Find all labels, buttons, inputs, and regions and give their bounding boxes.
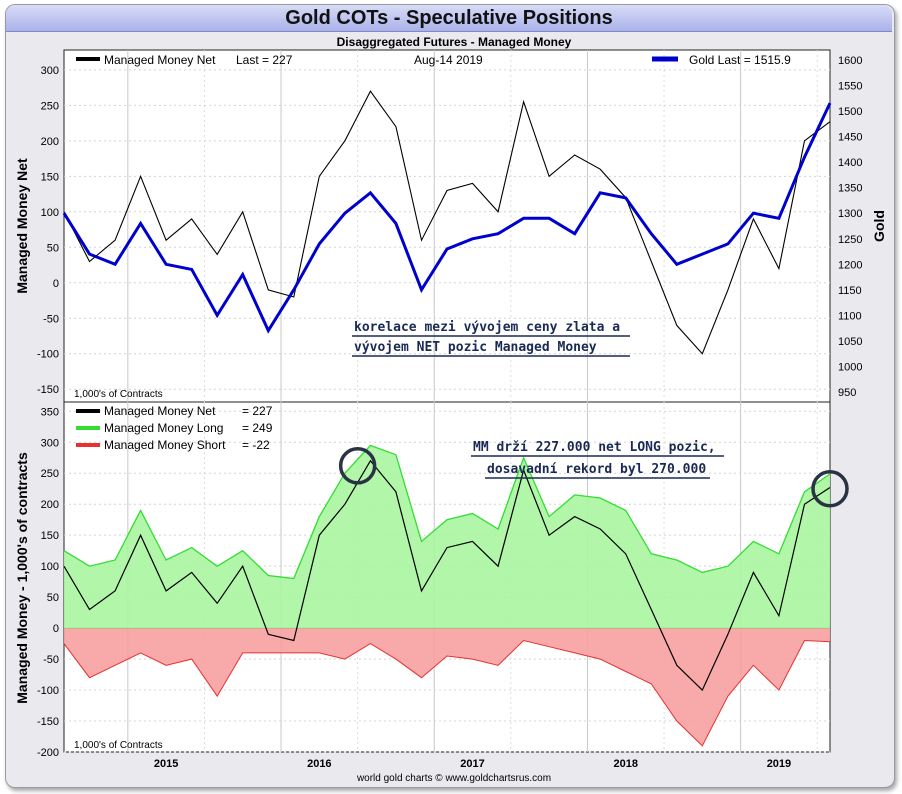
top-ytick-right: 1050 [838, 336, 862, 348]
bottom-annotation-line1: MM drží 227.000 net LONG pozic, [473, 440, 716, 455]
top-ytick-right: 1200 [838, 259, 862, 271]
top-ytick-left: -150 [37, 384, 59, 396]
top-ytick-left: 300 [41, 65, 59, 77]
x-tick-label: 2018 [613, 758, 637, 770]
top-panel [63, 49, 831, 403]
axes-labels: -150-100-5005010015020025030095010001050… [37, 55, 863, 770]
top-ytick-right: 1250 [838, 234, 862, 246]
bottom-ytick: -50 [43, 654, 59, 666]
legend-bottom-net-label: Managed Money Net [104, 404, 216, 418]
bottom-ytick: 150 [41, 530, 59, 542]
long-line [63, 444, 831, 580]
bottom-ytick: 50 [47, 592, 59, 604]
top-ytick-left: 100 [41, 207, 59, 219]
bottom-lines [63, 444, 831, 747]
chart-title: Gold COTs - Speculative Positions [285, 7, 613, 29]
top-ylabel-left: Managed Money Net [14, 158, 30, 294]
legend-short-value: = -22 [242, 438, 270, 452]
bottom-ytick: -100 [37, 685, 59, 697]
gold-line [62, 102, 832, 334]
highlight-circles [338, 447, 849, 508]
legend-net-last: Last = 227 [236, 53, 293, 67]
top-ytick-right: 1500 [838, 106, 862, 118]
top-ytick-right: 1300 [838, 208, 862, 220]
bottom-ytick: 350 [41, 406, 59, 418]
highlight-circle [338, 447, 377, 485]
top-ytick-right: 1100 [838, 310, 862, 322]
legend-long-label: Managed Money Long [104, 421, 223, 435]
bottom-ytick: 0 [53, 623, 59, 635]
legend-long-value: = 249 [242, 421, 273, 435]
top-ytick-left: -50 [43, 313, 59, 325]
bottom-ytick: 250 [41, 468, 59, 480]
short-area [64, 628, 830, 746]
top-annotation-line2: vývojem NET pozic Managed Money [354, 340, 597, 355]
legend-bottom-net-value: = 227 [242, 404, 273, 418]
top-ytick-right: 1450 [838, 132, 862, 144]
top-ytick-left: 0 [53, 278, 59, 290]
title-bar: Gold COTs - Speculative Positions [6, 5, 892, 32]
top-ytick-right: 1150 [838, 285, 862, 297]
x-tick-label: 2016 [307, 758, 331, 770]
top-ylabel-right: Gold [871, 210, 887, 242]
top-annotation-line1: korelace mezi vývojem ceny zlata a [354, 320, 620, 335]
chart-subtitle: Disaggregated Futures - Managed Money [337, 35, 572, 49]
top-ytick-right: 1350 [838, 183, 862, 195]
legend-short-label: Managed Money Short [104, 438, 226, 452]
top-ytick-left: 50 [47, 242, 59, 254]
x-tick-label: 2017 [460, 758, 484, 770]
top-ytick-left: -100 [37, 349, 59, 361]
top-ytick-right: 1000 [838, 361, 862, 373]
bottom-units-note: 1,000's of Contracts [74, 740, 163, 751]
short-line [63, 639, 831, 747]
top-ytick-right: 1600 [838, 55, 862, 67]
top-net-line [63, 90, 831, 355]
top-ytick-left: 200 [41, 136, 59, 148]
top-ytick-right: 950 [838, 387, 856, 399]
legend-gold-label: Gold Last = 1515.9 [689, 53, 791, 67]
footer-credit: world gold charts © www.goldchartsrus.co… [356, 773, 551, 784]
bottom-ytick: 100 [41, 561, 59, 573]
top-ytick-left: 250 [41, 100, 59, 112]
bottom-ytick: 200 [41, 499, 59, 511]
bottom-annotation-line2: dosavadní rekord byl 270.000 [487, 462, 706, 477]
top-lines [62, 90, 832, 355]
top-grid [64, 50, 830, 402]
top-ytick-right: 1550 [838, 81, 862, 93]
bottom-ytick: 300 [41, 437, 59, 449]
top-date-label: Aug-14 2019 [414, 53, 483, 67]
x-tick-label: 2015 [154, 758, 178, 770]
bottom-ytick: -200 [37, 747, 59, 759]
highlight-circle [811, 469, 849, 508]
legend-net-label: Managed Money Net [104, 53, 216, 67]
bottom-ytick: -150 [37, 716, 59, 728]
top-ytick-right: 1400 [838, 157, 862, 169]
bottom-ylabel: Managed Money - 1,000's of contracts [14, 452, 30, 704]
top-ytick-left: 150 [41, 171, 59, 183]
top-units-note: 1,000's of Contracts [74, 389, 163, 400]
bottom-net-line [63, 459, 831, 692]
x-tick-label: 2019 [767, 758, 791, 770]
